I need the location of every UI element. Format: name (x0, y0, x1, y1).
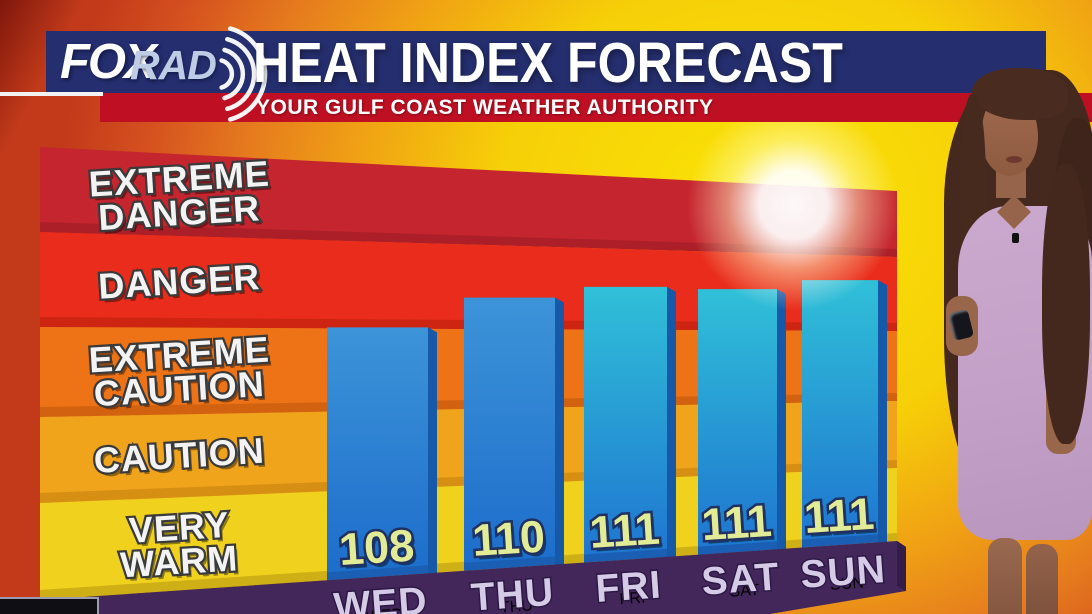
svg-text:SUN: SUN (830, 575, 865, 594)
svg-text:110: 110 (474, 514, 550, 569)
logo-rad-text: RAD (130, 42, 217, 88)
bar-side-wed (428, 327, 437, 579)
svg-text:SUN: SUN (799, 548, 887, 597)
svg-text:SAT: SAT (729, 582, 760, 601)
bar-foot-sat (698, 541, 777, 555)
bar-sun (802, 280, 878, 548)
svg-text:THU: THU (470, 571, 556, 614)
presenter-leg (988, 538, 1022, 614)
svg-text:111: 111 (802, 488, 875, 543)
svg-text:108: 108 (341, 523, 419, 578)
weather-presenter (930, 68, 1092, 614)
svg-text:SAT: SAT (700, 555, 781, 603)
svg-text:DANGER: DANGER (100, 191, 264, 242)
day-label-wed: WEDWED (331, 578, 431, 614)
svg-text:WARM: WARM (122, 541, 242, 589)
presenter-mouth (1006, 156, 1022, 163)
svg-text:111: 111 (703, 499, 776, 554)
header-sub-banner (100, 93, 1092, 122)
svg-text:WED: WED (332, 580, 429, 614)
band-danger (40, 232, 897, 331)
svg-text:VERY: VERY (128, 504, 231, 551)
foxrad-logo: FOX RAD (60, 26, 280, 122)
bar-sat (698, 289, 777, 555)
radar-arcs-icon (219, 26, 268, 122)
presenter-leg (1026, 544, 1058, 614)
presenter-hair (972, 68, 1068, 120)
bar-side-thu (555, 297, 564, 570)
presenter-hair (1042, 164, 1090, 444)
bar-foot-wed (327, 565, 428, 581)
svg-text:FRI: FRI (619, 590, 646, 609)
bar-foot-sun (802, 534, 878, 548)
svg-text:THU: THU (499, 597, 533, 614)
bar-thu (464, 297, 555, 571)
svg-text:WED: WED (365, 606, 403, 614)
band-bevel-extreme-danger (40, 222, 897, 257)
svg-text:111: 111 (700, 495, 773, 550)
logo-fox-text: FOX (60, 35, 157, 89)
svg-text:111: 111 (588, 503, 661, 558)
svg-text:FRI: FRI (594, 563, 663, 610)
svg-text:WARM: WARM (119, 537, 239, 585)
svg-text:110: 110 (471, 511, 547, 566)
svg-text:108: 108 (338, 520, 416, 575)
svg-text:DANGER: DANGER (100, 260, 264, 311)
page-subtitle: YOUR GULF COAST WEATHER AUTHORITY (256, 96, 714, 119)
bottom-left-overlay-box (0, 597, 99, 614)
svg-text:111: 111 (806, 492, 879, 547)
bar-wed (327, 327, 428, 581)
page-title: HEAT INDEX FORECAST (253, 31, 843, 95)
bar-side-sun (878, 280, 887, 548)
bar-fri (584, 286, 667, 563)
axis-strip-side (897, 541, 906, 591)
axis-strip (40, 541, 906, 614)
svg-text:VERY: VERY (131, 508, 234, 555)
bar-side-fri (667, 286, 676, 562)
header-banner (46, 31, 1046, 93)
svg-text:111: 111 (591, 506, 664, 561)
bar-side-sat (777, 289, 786, 555)
bar-foot-thu (464, 556, 555, 571)
microphone-clip (1012, 233, 1019, 243)
header-divider-line (0, 92, 103, 96)
bar-foot-fri (584, 548, 667, 563)
